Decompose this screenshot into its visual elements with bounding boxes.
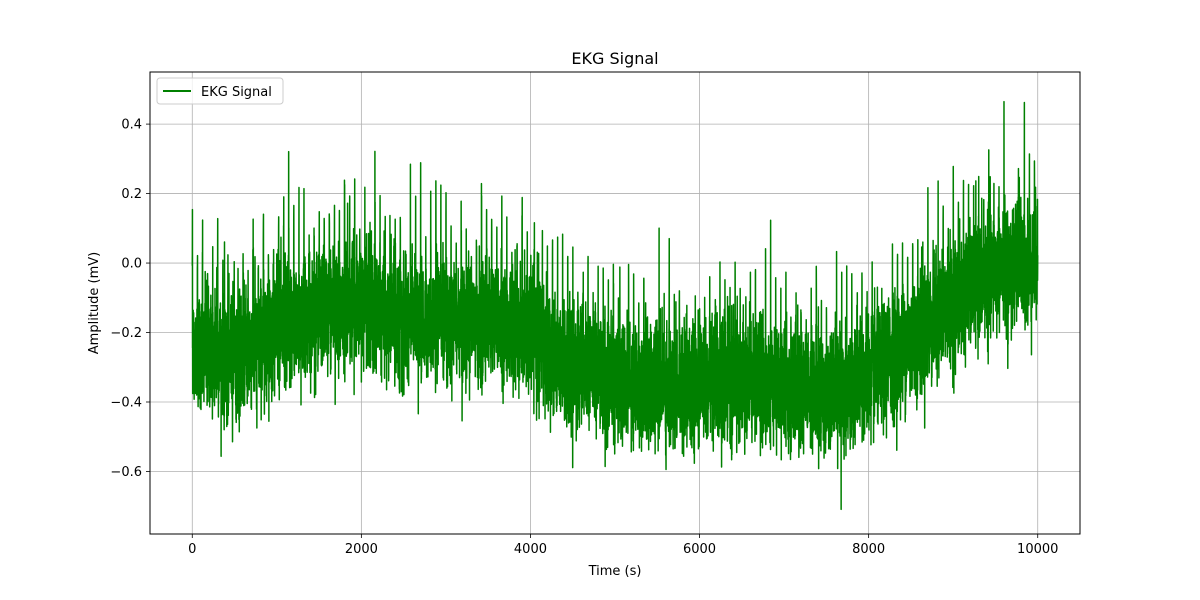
chart-title: EKG Signal bbox=[571, 49, 658, 68]
y-tick-label: 0.2 bbox=[121, 187, 142, 202]
x-tick-label: 4000 bbox=[514, 542, 547, 557]
legend: EKG Signal bbox=[156, 77, 284, 105]
y-axis-ticks: −0.6 −0.4 −0.2 0.0 0.2 0.4 bbox=[110, 118, 150, 480]
x-tick-label: 8000 bbox=[852, 542, 885, 557]
x-tick-label: 0 bbox=[188, 542, 196, 557]
legend-box bbox=[156, 77, 284, 105]
x-tick-label: 6000 bbox=[683, 542, 716, 557]
y-tick-label: −0.4 bbox=[110, 396, 142, 411]
y-axis-label: Amplitude (mV) bbox=[87, 252, 102, 354]
x-tick-label: 2000 bbox=[345, 542, 378, 557]
y-tick-label: 0.4 bbox=[121, 118, 142, 133]
x-axis-ticks: 0 2000 4000 6000 8000 10000 bbox=[188, 534, 1058, 557]
legend-entry-ekg-signal: EKG Signal bbox=[201, 85, 272, 100]
series-line-ekg-signal bbox=[191, 100, 1039, 511]
y-tick-label: 0.0 bbox=[121, 257, 142, 272]
x-axis-label: Time (s) bbox=[588, 564, 642, 579]
axes-frame bbox=[149, 71, 1081, 535]
y-tick-label: −0.2 bbox=[110, 326, 142, 341]
x-tick-label: 10000 bbox=[1017, 542, 1058, 557]
y-tick-label: −0.6 bbox=[110, 465, 142, 480]
